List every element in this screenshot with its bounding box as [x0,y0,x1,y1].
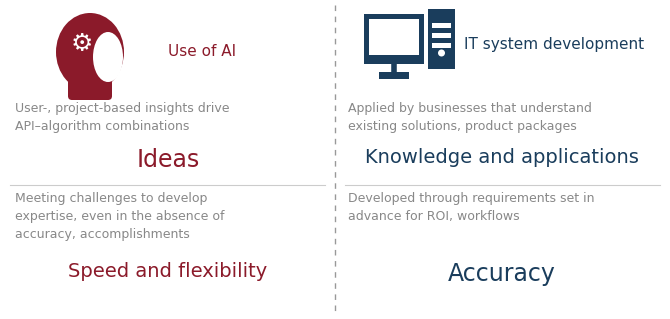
Text: IT system development: IT system development [464,38,644,53]
Text: Meeting challenges to develop
expertise, even in the absence of
accuracy, accomp: Meeting challenges to develop expertise,… [15,192,224,241]
FancyBboxPatch shape [364,14,424,64]
Text: Developed through requirements set in
advance for ROI, workflows: Developed through requirements set in ad… [348,192,594,223]
Text: Applied by businesses that understand
existing solutions, product packages: Applied by businesses that understand ex… [348,102,592,133]
Ellipse shape [438,49,445,56]
FancyBboxPatch shape [428,9,455,69]
Text: Knowledge and applications: Knowledge and applications [365,148,639,167]
Text: Accuracy: Accuracy [448,262,556,286]
FancyBboxPatch shape [379,72,409,79]
Ellipse shape [56,13,124,91]
Ellipse shape [93,32,123,82]
Bar [432,43,451,48]
Text: Speed and flexibility: Speed and flexibility [68,262,267,281]
Text: ⚙: ⚙ [71,32,93,56]
Bar [432,33,451,38]
Text: Use of AI: Use of AI [168,44,236,60]
FancyBboxPatch shape [369,19,419,55]
Text: ⚙: ⚙ [92,53,107,71]
Text: User-, project-based insights drive
API–algorithm combinations: User-, project-based insights drive API–… [15,102,230,133]
FancyBboxPatch shape [68,70,112,100]
Bar [432,23,451,28]
Text: Ideas: Ideas [137,148,200,172]
